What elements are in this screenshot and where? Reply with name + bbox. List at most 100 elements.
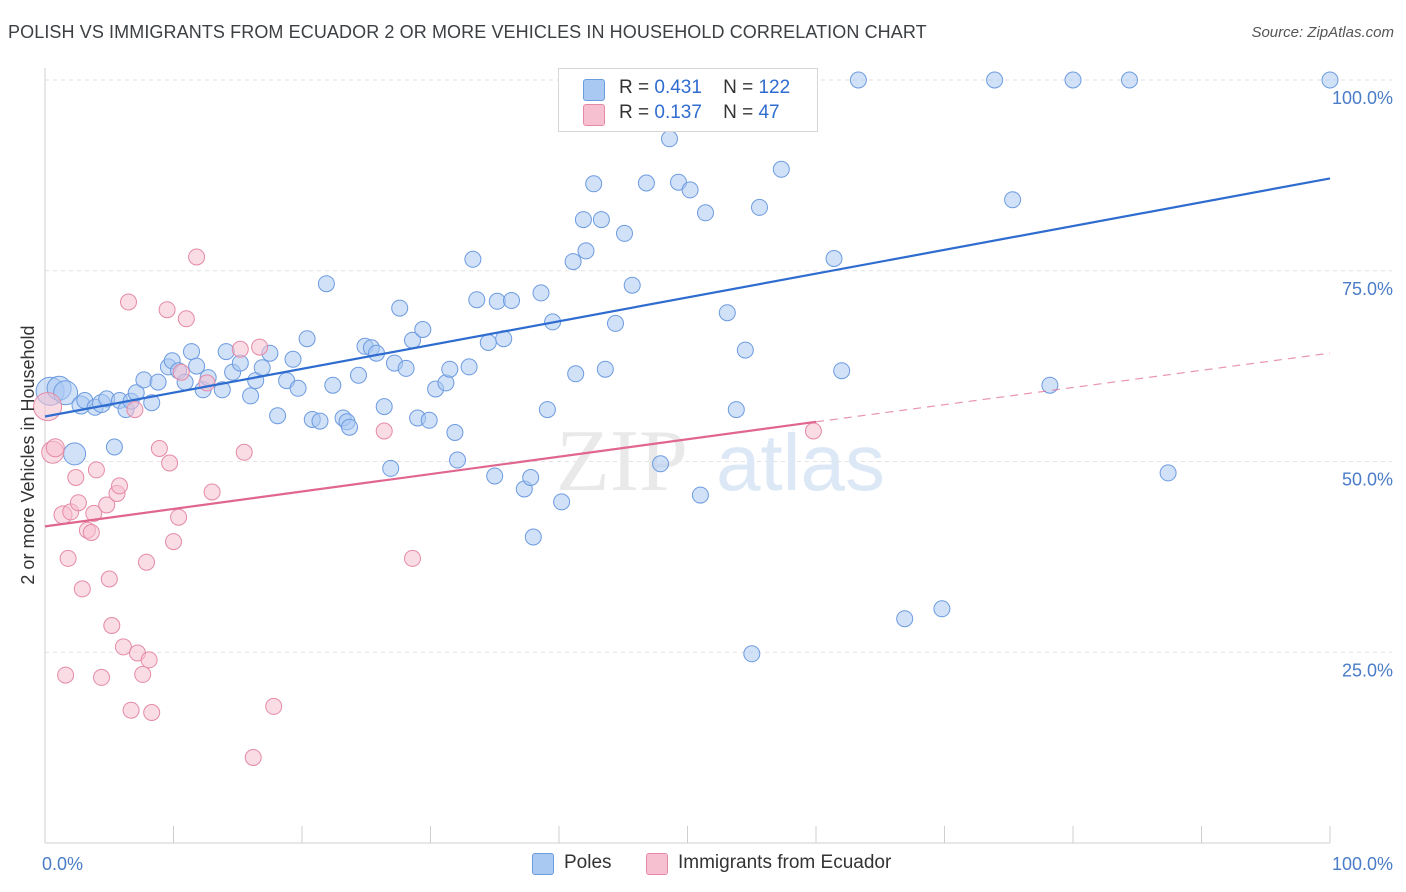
data-point bbox=[289, 379, 307, 397]
data-point bbox=[522, 469, 540, 486]
legend-n-label: N = bbox=[723, 77, 754, 98]
data-point bbox=[623, 276, 641, 294]
legend-r-value: 0.137 bbox=[654, 102, 702, 123]
data-point bbox=[103, 617, 121, 634]
data-point bbox=[138, 553, 155, 571]
legend-text-poles: R = 0.431 N = 122 bbox=[619, 77, 790, 99]
data-point bbox=[697, 204, 714, 222]
data-point bbox=[85, 504, 103, 522]
data-point bbox=[143, 394, 161, 412]
data-point bbox=[177, 310, 195, 328]
bottom-legend-label-ecuador: Immigrants from Ecuador bbox=[678, 852, 892, 873]
data-point bbox=[574, 211, 592, 229]
data-point bbox=[165, 533, 182, 551]
data-point bbox=[140, 651, 158, 669]
data-point bbox=[1121, 71, 1138, 89]
data-point bbox=[479, 334, 497, 351]
data-point bbox=[87, 461, 105, 479]
data-point bbox=[661, 130, 678, 148]
data-point bbox=[120, 293, 137, 311]
data-point bbox=[637, 174, 655, 192]
data-point bbox=[203, 483, 221, 501]
data-point bbox=[350, 366, 367, 384]
trendlines bbox=[44, 177, 1331, 528]
data-point bbox=[397, 359, 415, 377]
data-point bbox=[375, 398, 393, 416]
data-point bbox=[149, 373, 167, 391]
data-point bbox=[111, 477, 128, 495]
data-point bbox=[718, 304, 736, 322]
data-point bbox=[183, 343, 200, 361]
data-point bbox=[404, 549, 421, 567]
data-point bbox=[213, 381, 231, 399]
data-point bbox=[743, 645, 761, 663]
data-point bbox=[1041, 376, 1059, 394]
data-point bbox=[93, 668, 110, 686]
data-point bbox=[933, 600, 951, 618]
data-point bbox=[736, 341, 754, 359]
data-point bbox=[253, 359, 271, 377]
data-point bbox=[727, 401, 745, 419]
data-point bbox=[460, 358, 478, 376]
data-point bbox=[833, 362, 851, 380]
data-point bbox=[73, 580, 91, 598]
legend-r-label: R = bbox=[619, 102, 650, 123]
data-point bbox=[524, 528, 542, 546]
data-point bbox=[324, 376, 342, 394]
legend-n-value: 47 bbox=[758, 102, 780, 123]
data-point bbox=[375, 422, 393, 440]
data-point bbox=[69, 494, 87, 512]
data-point bbox=[449, 451, 466, 469]
legend-text-ecuador: R = 0.137 N = 47 bbox=[619, 102, 780, 124]
data-point bbox=[414, 321, 432, 338]
data-point bbox=[486, 467, 504, 485]
data-point bbox=[105, 438, 123, 456]
data-point bbox=[235, 443, 253, 461]
bottom-legend-swatch-poles bbox=[532, 853, 554, 875]
data-point bbox=[391, 299, 409, 317]
data-point bbox=[420, 411, 438, 429]
bottom-legend-swatch-ecuador bbox=[646, 853, 668, 875]
data-point bbox=[188, 248, 206, 266]
data-point bbox=[45, 438, 65, 458]
legend-n-value: 122 bbox=[758, 77, 791, 98]
data-point bbox=[382, 459, 400, 477]
x-tick-label: 100.0% bbox=[1332, 854, 1393, 874]
points-poles bbox=[35, 71, 1339, 663]
legend-r-value: 0.431 bbox=[654, 77, 702, 98]
data-point bbox=[567, 365, 585, 383]
data-point bbox=[468, 291, 486, 309]
watermark: ZIP atlas bbox=[556, 413, 885, 510]
data-point bbox=[298, 330, 316, 348]
watermark-atlas: atlas bbox=[716, 418, 885, 507]
data-point bbox=[265, 697, 283, 715]
data-point bbox=[488, 292, 506, 310]
data-point bbox=[231, 340, 249, 358]
data-point bbox=[82, 524, 100, 541]
legend-swatch-poles bbox=[583, 79, 605, 101]
data-point bbox=[242, 387, 260, 405]
data-point bbox=[143, 704, 161, 721]
data-point bbox=[98, 496, 116, 514]
data-point bbox=[1064, 71, 1082, 89]
data-point bbox=[446, 424, 464, 441]
data-point bbox=[1159, 464, 1177, 482]
data-point bbox=[67, 469, 85, 486]
legend-swatch-ecuador bbox=[583, 104, 605, 126]
data-point bbox=[772, 160, 790, 178]
data-point bbox=[652, 455, 669, 473]
data-point bbox=[311, 412, 329, 430]
x-tick-label: 0.0% bbox=[42, 854, 83, 874]
legend-r-label: R = bbox=[619, 77, 650, 98]
data-point bbox=[986, 71, 1004, 89]
data-point bbox=[681, 181, 699, 199]
data-point bbox=[161, 454, 179, 472]
data-point bbox=[284, 350, 302, 368]
data-point bbox=[441, 360, 459, 378]
data-point bbox=[896, 610, 914, 628]
points-immigrants-from-ecuador bbox=[33, 248, 822, 766]
data-point bbox=[317, 275, 335, 293]
data-point bbox=[607, 314, 624, 332]
data-point bbox=[577, 242, 595, 260]
